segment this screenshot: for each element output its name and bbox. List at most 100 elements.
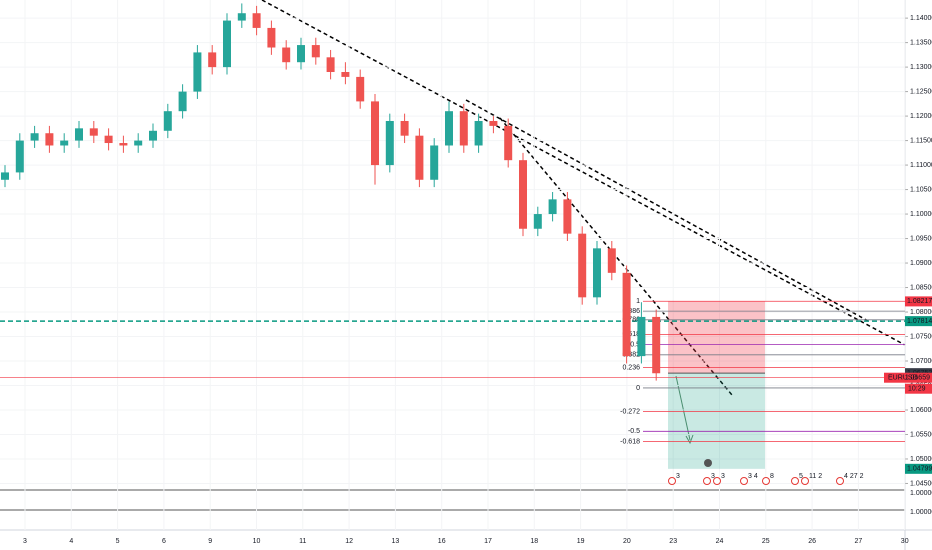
x-tick-label: 27 [855, 538, 863, 545]
fib-label: -0.5 [628, 428, 640, 435]
price-tag [884, 372, 932, 383]
stop-zone [668, 301, 765, 374]
candle-body [104, 135, 113, 144]
x-tick-label: 12 [345, 538, 353, 545]
fib-label: 0 [636, 385, 640, 392]
event-label: 3 [676, 473, 680, 480]
y-tick-label: 1.11000 [910, 162, 932, 169]
event-icon [801, 477, 809, 485]
event-label: 3 [711, 473, 715, 480]
y-tick-label: 1.13500 [910, 39, 932, 46]
candle-body [385, 120, 394, 166]
event-label: 5 [799, 473, 803, 480]
candle-body [533, 214, 542, 229]
x-tick-label: 19 [577, 538, 585, 545]
candle-body [297, 45, 305, 63]
price-tag-label: 1.04799 [907, 466, 932, 473]
event-icon [836, 477, 844, 485]
y-tick-label: 1.08000 [910, 309, 932, 316]
candle-body [89, 128, 98, 136]
y-tick-label: 1.05500 [910, 431, 932, 438]
y-tick-label: 1.06000 [910, 407, 932, 414]
candle-body [252, 13, 261, 28]
candle-body [193, 52, 202, 92]
candle-body [593, 248, 601, 298]
candle-body [474, 120, 483, 146]
pane-tick-label: 1.00000 [910, 509, 932, 516]
event-icon [740, 477, 748, 485]
x-tick-label: 23 [669, 538, 677, 545]
candle-body [459, 111, 468, 146]
candle-body [60, 140, 69, 146]
price-tag-label: 1.08217 [907, 298, 932, 305]
fib-label: 0.886 [622, 308, 640, 315]
event-icon [762, 477, 770, 485]
x-tick-label: 16 [438, 538, 446, 545]
candle-body [75, 128, 83, 141]
candle-body [163, 111, 172, 131]
arrow-head [685, 434, 694, 445]
candle-body [267, 27, 276, 48]
event-label: 11 2 [809, 473, 822, 480]
fib-label: -0.272 [620, 408, 640, 415]
projection-arrow [675, 375, 691, 441]
x-tick-label: 4 [69, 538, 73, 545]
price-tag [905, 296, 932, 307]
y-tick-label: 1.11500 [910, 137, 932, 144]
event-icon [704, 459, 712, 467]
price-tag [905, 463, 932, 474]
y-tick-label: 1.10000 [910, 211, 932, 218]
fib-label: 0.236 [622, 364, 640, 371]
candle-body [237, 13, 246, 21]
trend-line [499, 117, 733, 396]
candle-body [652, 316, 661, 374]
fib-label: 0.618 [622, 331, 640, 338]
y-tick-label: 1.14000 [910, 15, 932, 22]
y-tick-label: 1.08500 [910, 284, 932, 291]
y-tick-label: 1.10500 [910, 186, 932, 193]
y-tick-label: 1.12000 [910, 113, 932, 120]
event-icon [713, 477, 721, 485]
fib-label: -0.618 [620, 438, 640, 445]
candle-body [178, 91, 187, 112]
candle-body [326, 57, 335, 73]
candle-body [282, 47, 291, 63]
x-tick-label: 18 [530, 538, 538, 545]
candle-body [341, 72, 350, 77]
y-tick-label: 1.05000 [910, 456, 932, 463]
candle-body [223, 20, 231, 68]
candle-body [548, 199, 557, 215]
event-icon [703, 477, 711, 485]
candle-body [15, 140, 24, 173]
candle-body [415, 135, 424, 180]
fib-label: 0.5 [630, 341, 640, 348]
event-label: 3 4 [748, 473, 758, 480]
x-tick-label: 9 [208, 538, 212, 545]
x-tick-label: 24 [716, 538, 724, 545]
y-tick-label: 1.09000 [910, 260, 932, 267]
event-label: 4 27 2 [844, 473, 864, 480]
event-icon [791, 477, 799, 485]
y-tick-label: 1.07500 [910, 333, 932, 340]
candle-body [356, 76, 365, 102]
candle-body [30, 133, 39, 141]
candle-body [134, 140, 143, 146]
price-tag-label: 1.07814 [907, 318, 932, 325]
candle-body [489, 120, 498, 126]
y-tick-label: 1.04500 [910, 480, 932, 487]
candle-body [119, 143, 128, 146]
symbol-label: EURUSD [888, 375, 918, 382]
countdown-tag [905, 383, 932, 394]
candle-body [430, 145, 439, 180]
event-label: 3 [721, 473, 725, 480]
x-tick-label: 26 [808, 538, 816, 545]
price-tag-label: 1.06659 [905, 375, 930, 382]
candle-body [371, 101, 379, 166]
y-tick-label: 1.12500 [910, 88, 932, 95]
candle-body [45, 133, 54, 146]
y-tick-label: 1.09500 [910, 235, 932, 242]
fib-label: 0.382 [622, 352, 640, 359]
target-zone [668, 373, 765, 469]
